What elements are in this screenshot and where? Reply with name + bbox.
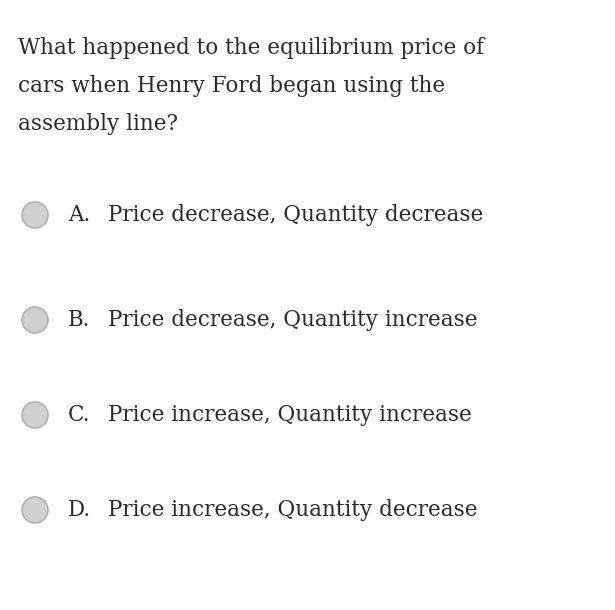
Text: What happened to the equilibrium price of: What happened to the equilibrium price o… (18, 37, 484, 59)
Text: assembly line?: assembly line? (18, 113, 178, 135)
Text: B.: B. (68, 309, 90, 331)
Circle shape (22, 307, 48, 333)
Text: Price increase, Quantity decrease: Price increase, Quantity decrease (108, 499, 477, 521)
Text: Price increase, Quantity increase: Price increase, Quantity increase (108, 404, 472, 426)
Text: C.: C. (68, 404, 90, 426)
Text: Price decrease, Quantity decrease: Price decrease, Quantity decrease (108, 204, 483, 226)
Text: A.: A. (68, 204, 90, 226)
Text: D.: D. (68, 499, 91, 521)
Text: cars when Henry Ford began using the: cars when Henry Ford began using the (18, 75, 445, 97)
Circle shape (22, 402, 48, 428)
Circle shape (22, 497, 48, 523)
Circle shape (22, 202, 48, 228)
Text: Price decrease, Quantity increase: Price decrease, Quantity increase (108, 309, 477, 331)
